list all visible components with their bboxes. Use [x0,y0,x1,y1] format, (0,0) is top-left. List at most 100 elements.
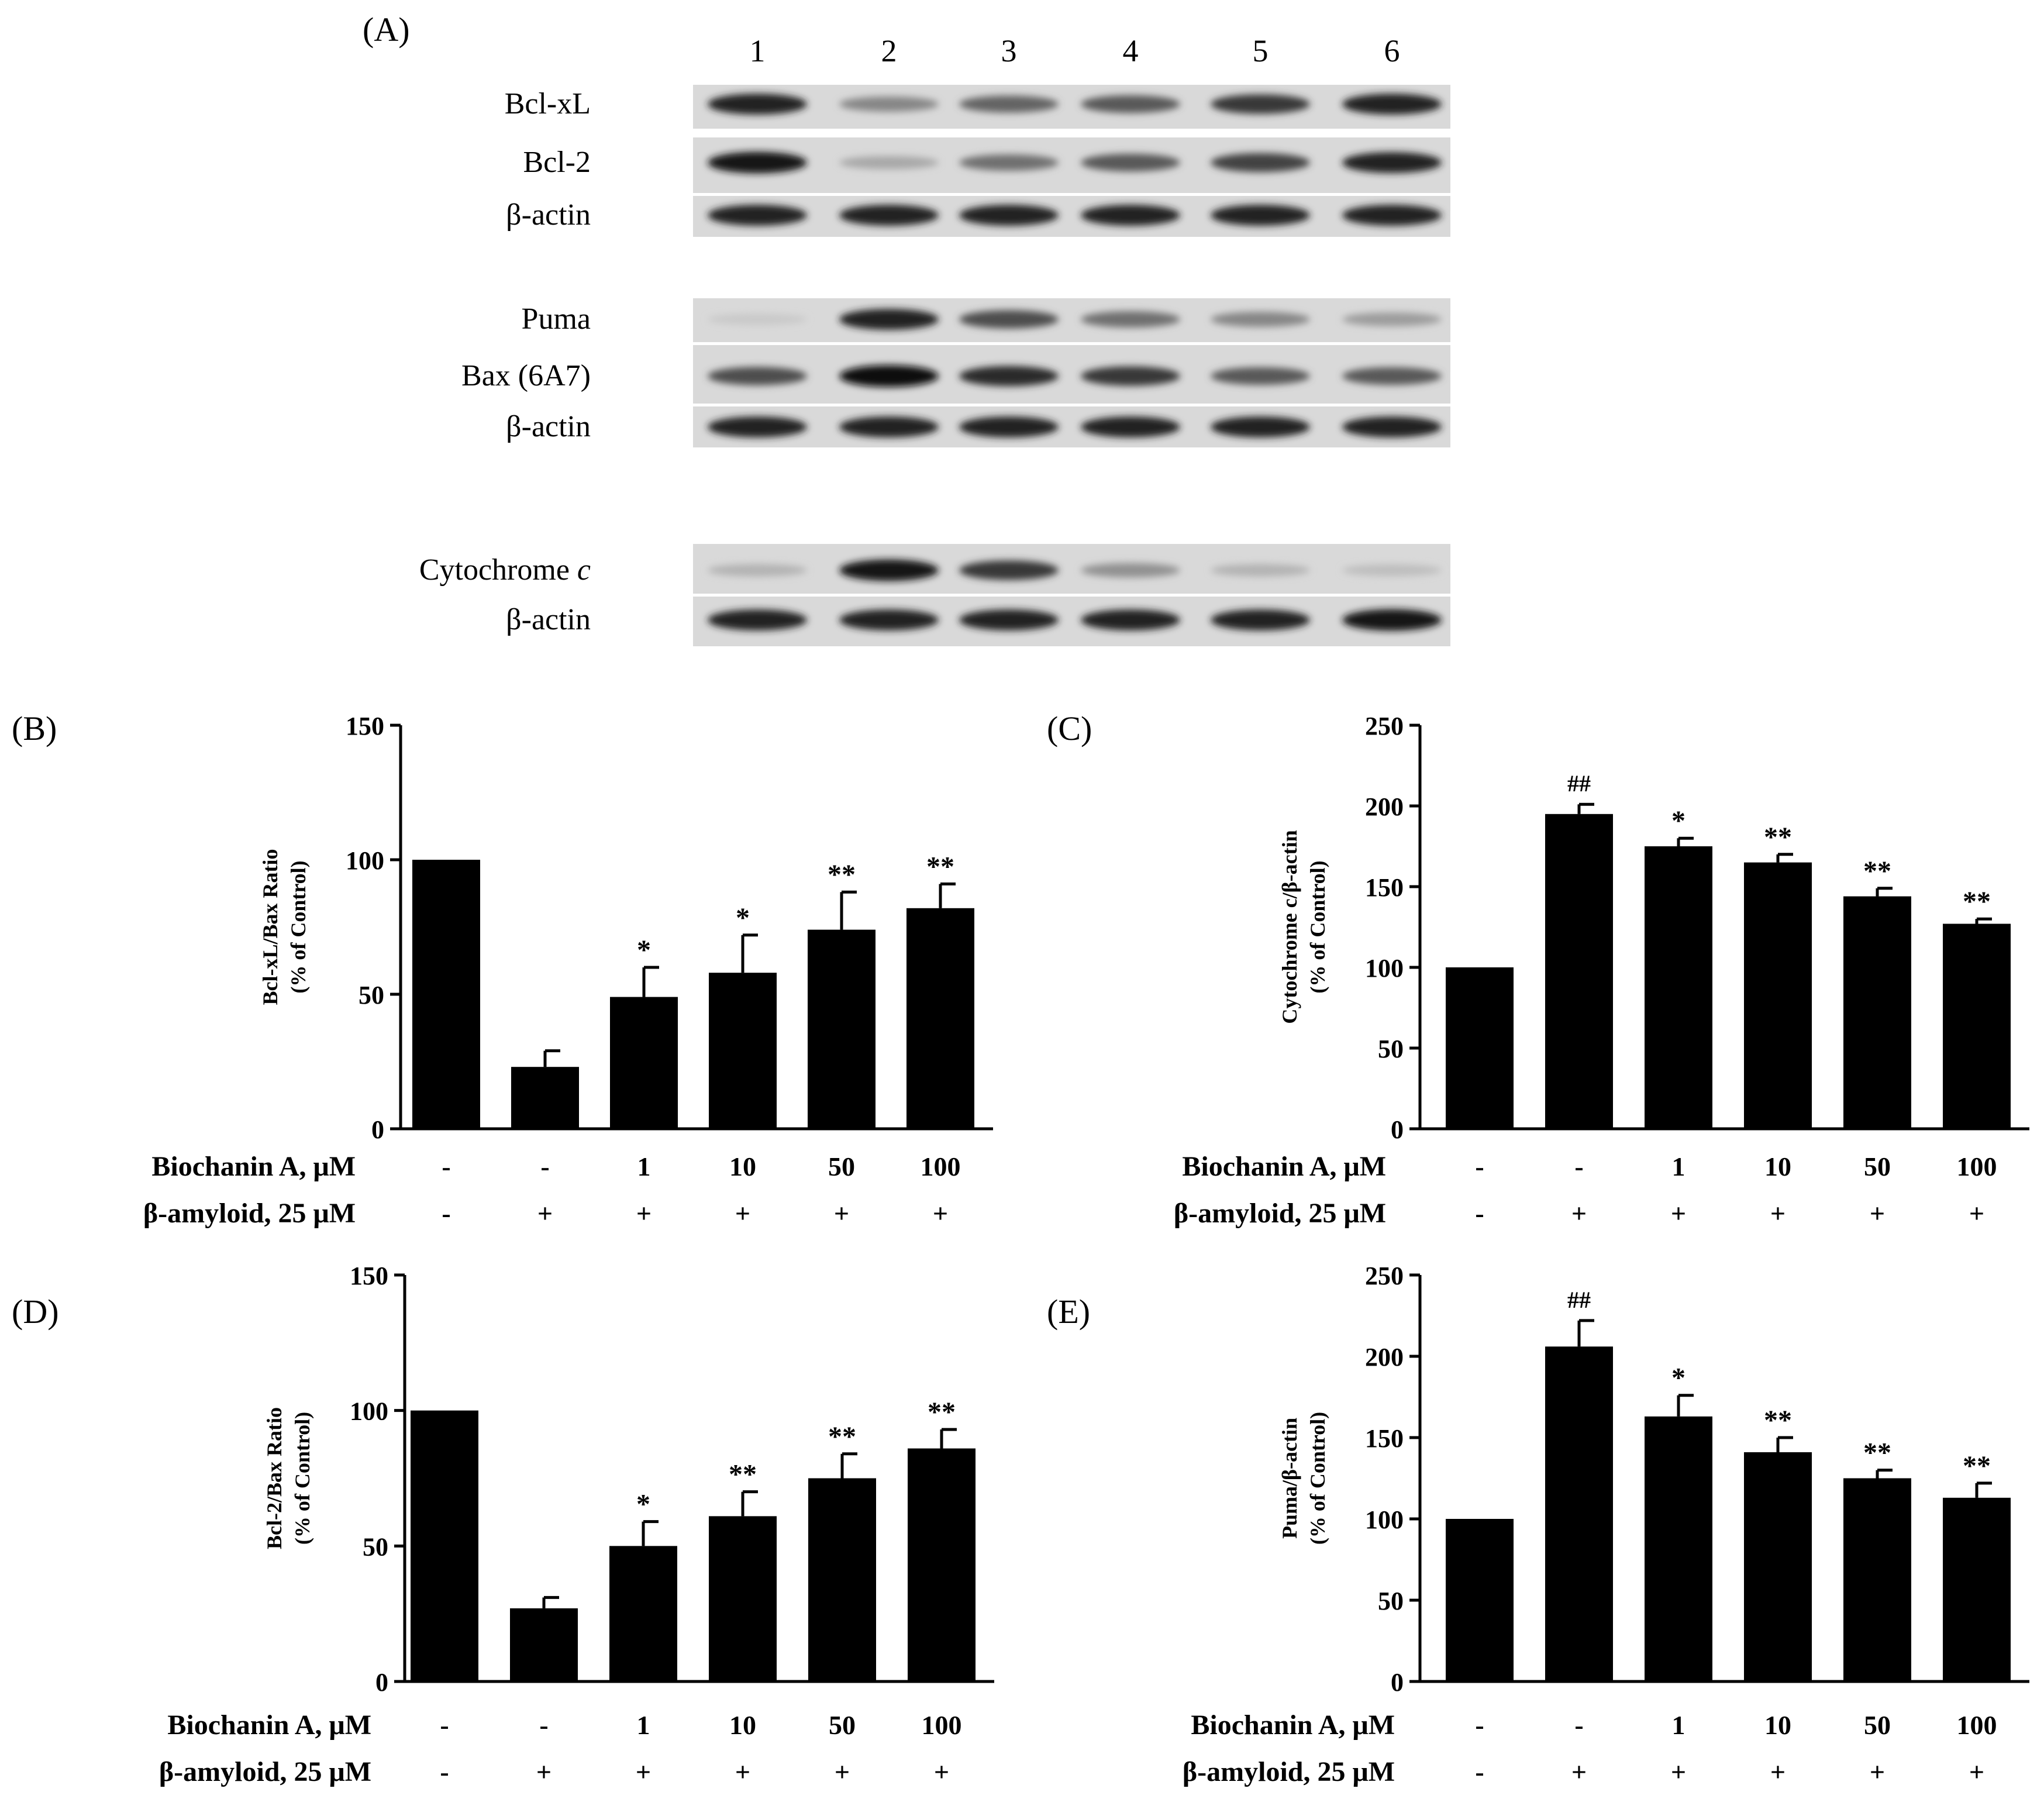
panel-label: (E) [1047,1293,1090,1331]
amyloid-status: + [636,1757,651,1787]
y-axis-label: Bcl-2/Bax Ratio (% of Control) [263,1407,314,1549]
blot-band [1081,311,1180,328]
amyloid-status: + [1770,1198,1786,1228]
blot-strip [693,298,1450,342]
blot-band [708,205,807,226]
y-axis-label-line2: (% of Control) [1306,1412,1329,1545]
blot-strip [693,406,1450,447]
biochanin-dose: - [440,1710,449,1740]
bar [1446,1519,1514,1681]
biochanin-dose: 1 [1672,1710,1685,1740]
blot-band [959,560,1059,580]
y-tick-label: 0 [375,1668,388,1697]
bar [1744,862,1812,1129]
blot-band [1211,609,1310,630]
bar [610,997,678,1129]
blot-strip [693,345,1450,404]
condition-label-amyloid: β-amyloid, 25 μM [1174,1198,1386,1229]
blot-band [959,95,1059,113]
bar [609,1546,677,1681]
blot-band [708,94,807,115]
biochanin-dose: 1 [637,1710,650,1740]
blot-band [1211,416,1310,437]
amyloid-status: + [735,1198,750,1228]
amyloid-status: - [440,1757,449,1787]
bar [1545,1346,1613,1681]
y-tick-label: 0 [1391,1115,1404,1144]
significance-mark: * [636,1489,650,1520]
biochanin-dose: - [1475,1152,1484,1181]
significance-mark: ## [1567,1287,1591,1313]
bar [709,973,777,1129]
y-axis-label: Puma/β-actin (% of Control) [1278,1412,1329,1545]
biochanin-dose: 50 [1864,1152,1891,1181]
amyloid-status: + [1870,1757,1885,1787]
bar [511,1067,579,1129]
bar [510,1608,578,1681]
y-tick-label: 200 [1365,792,1404,821]
amyloid-status: + [934,1757,949,1787]
y-tick-label: 50 [359,981,384,1009]
significance-mark: ** [828,1421,856,1452]
blot-band [1081,416,1180,437]
y-tick-label: 250 [1365,1262,1404,1290]
amyloid-status: + [1671,1198,1686,1228]
significance-mark: ** [928,1397,956,1428]
blot-row-label: β-actin [506,410,591,443]
amyloid-status: + [1870,1198,1885,1228]
biochanin-dose: 10 [729,1710,756,1740]
amyloid-status: - [442,1198,450,1228]
blot-band [839,205,939,226]
blot-band [839,559,939,581]
blot-panel-label: (A) [363,11,410,49]
blot-band [959,366,1059,387]
lane-number: 5 [1253,33,1269,68]
condition-label-biochanin: Biochanin A, μM [151,1151,356,1182]
significance-mark: * [736,902,750,933]
blot-band [708,564,807,577]
biochanin-dose: 1 [637,1152,651,1181]
significance-mark: * [1671,1363,1685,1394]
y-tick-label: 100 [346,846,384,875]
lane-number: 3 [1001,33,1017,68]
blot-row-label: Bcl-2 [523,146,591,179]
bar [1446,967,1514,1129]
significance-mark: ** [1963,886,1991,917]
bar [1545,814,1613,1129]
y-tick-label: 150 [1365,1424,1404,1453]
blot-band [1081,95,1180,113]
blot-row-label: Cytochrome c [419,553,591,587]
significance-mark: ** [828,859,856,890]
amyloid-status: - [1475,1198,1484,1228]
amyloid-status: + [1969,1198,1984,1228]
blot-band [959,416,1059,437]
blot-band [959,205,1059,226]
blot-band [1342,152,1442,173]
condition-label-amyloid: β-amyloid, 25 μM [159,1756,371,1787]
blot-band [1081,609,1180,630]
blot-band [959,154,1059,171]
biochanin-dose: 10 [1764,1710,1791,1740]
y-axis-label-line2: (% of Control) [291,1412,314,1545]
blot-band [1342,367,1442,385]
significance-mark: ** [1963,1450,1991,1481]
significance-mark: ** [926,851,954,882]
biochanin-dose: 10 [729,1152,756,1181]
blot-band [1211,205,1310,226]
blot-band [1342,312,1442,326]
condition-label-amyloid: β-amyloid, 25 μM [143,1198,356,1229]
y-axis-label: Bcl-xL/Bax Ratio (% of Control) [258,849,310,1005]
y-tick-label: 50 [1378,1587,1404,1615]
blot-band [708,609,807,630]
y-axis-label-line1: Puma/β-actin [1278,1418,1301,1539]
blot-row-label: Bax (6A7) [461,359,591,392]
blot-band [1342,94,1442,115]
bar [1744,1452,1812,1681]
blot-strip [693,196,1450,237]
blot-row-label: Puma [522,302,591,336]
biochanin-dose: 1 [1672,1152,1685,1181]
biochanin-dose: 50 [1864,1710,1891,1740]
bar [908,1448,976,1681]
lane-number: 2 [881,33,897,68]
